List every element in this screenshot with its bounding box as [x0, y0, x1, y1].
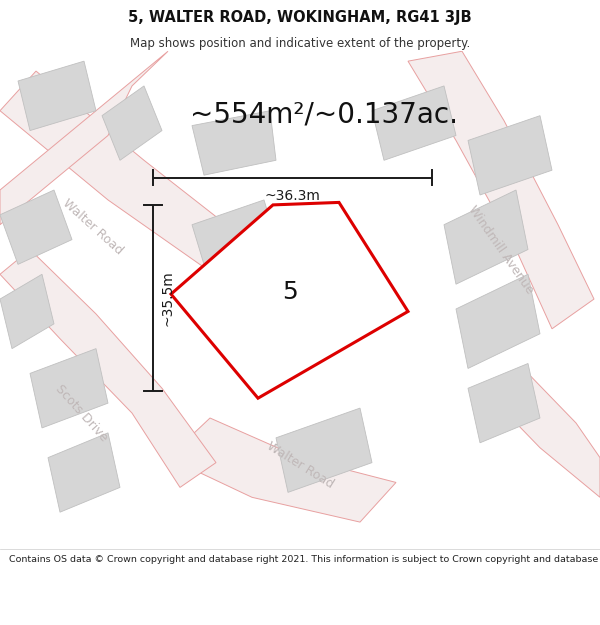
Polygon shape	[0, 249, 216, 488]
Text: ~554m²/~0.137ac.: ~554m²/~0.137ac.	[190, 101, 458, 129]
Polygon shape	[0, 51, 168, 225]
Polygon shape	[0, 274, 54, 349]
Text: Walter Road: Walter Road	[264, 439, 336, 491]
Text: ~36.3m: ~36.3m	[265, 189, 320, 202]
Text: 5, WALTER ROAD, WOKINGHAM, RG41 3JB: 5, WALTER ROAD, WOKINGHAM, RG41 3JB	[128, 10, 472, 25]
Polygon shape	[276, 408, 372, 492]
Text: ~35.5m: ~35.5m	[160, 270, 174, 326]
Text: 5: 5	[282, 280, 298, 304]
Polygon shape	[252, 254, 360, 354]
Polygon shape	[192, 200, 282, 284]
Polygon shape	[468, 116, 552, 195]
Text: Windmill Avenue: Windmill Avenue	[466, 203, 536, 296]
Polygon shape	[102, 86, 162, 160]
Polygon shape	[0, 190, 72, 264]
Polygon shape	[30, 349, 108, 428]
Polygon shape	[48, 433, 120, 512]
Text: Scots Drive: Scots Drive	[52, 382, 110, 444]
Polygon shape	[468, 364, 540, 442]
Polygon shape	[192, 111, 276, 175]
Polygon shape	[444, 190, 528, 284]
Text: Contains OS data © Crown copyright and database right 2021. This information is : Contains OS data © Crown copyright and d…	[9, 555, 600, 564]
Polygon shape	[492, 373, 600, 498]
Polygon shape	[0, 71, 324, 334]
Polygon shape	[168, 418, 396, 522]
Polygon shape	[171, 202, 408, 398]
Text: Map shows position and indicative extent of the property.: Map shows position and indicative extent…	[130, 37, 470, 50]
Polygon shape	[408, 51, 594, 329]
Polygon shape	[372, 86, 456, 160]
Text: Walter Road: Walter Road	[61, 197, 125, 258]
Polygon shape	[18, 61, 96, 131]
Polygon shape	[456, 274, 540, 369]
